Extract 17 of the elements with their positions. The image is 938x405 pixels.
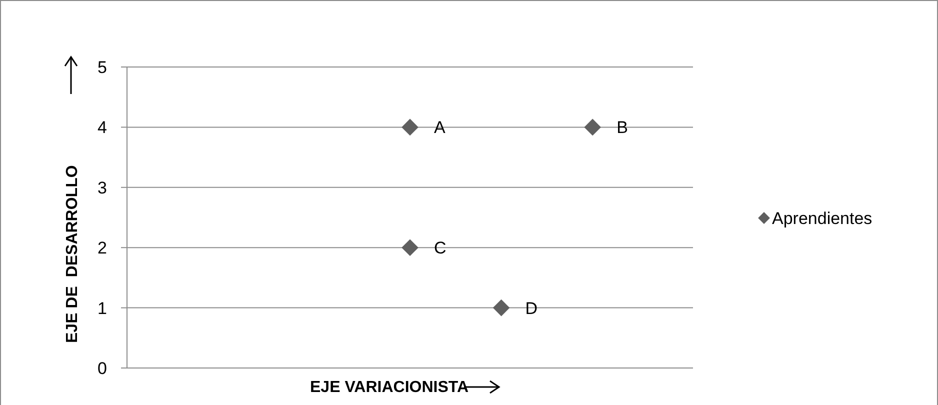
y-tick-label: 1 (98, 298, 107, 318)
x-axis-title: EJE VARIACIONISTA (310, 379, 469, 396)
data-label: A (434, 118, 446, 138)
point (584, 118, 601, 136)
y-tick-label: 2 (98, 238, 107, 258)
y-tick-label: 4 (98, 118, 107, 138)
data-label: B (616, 118, 628, 138)
point (402, 118, 418, 136)
legend-label: Aprendientes (772, 208, 872, 228)
y-tick-label: 0 (98, 358, 107, 378)
y-tick-label: 3 (98, 178, 107, 198)
y-tick-label: 5 (98, 58, 107, 77)
point (402, 239, 418, 256)
data-label: D (525, 298, 538, 318)
data-label: C (434, 238, 446, 258)
point (492, 299, 510, 316)
y-axis-title: EJE DE DESARROLLO (64, 165, 81, 343)
